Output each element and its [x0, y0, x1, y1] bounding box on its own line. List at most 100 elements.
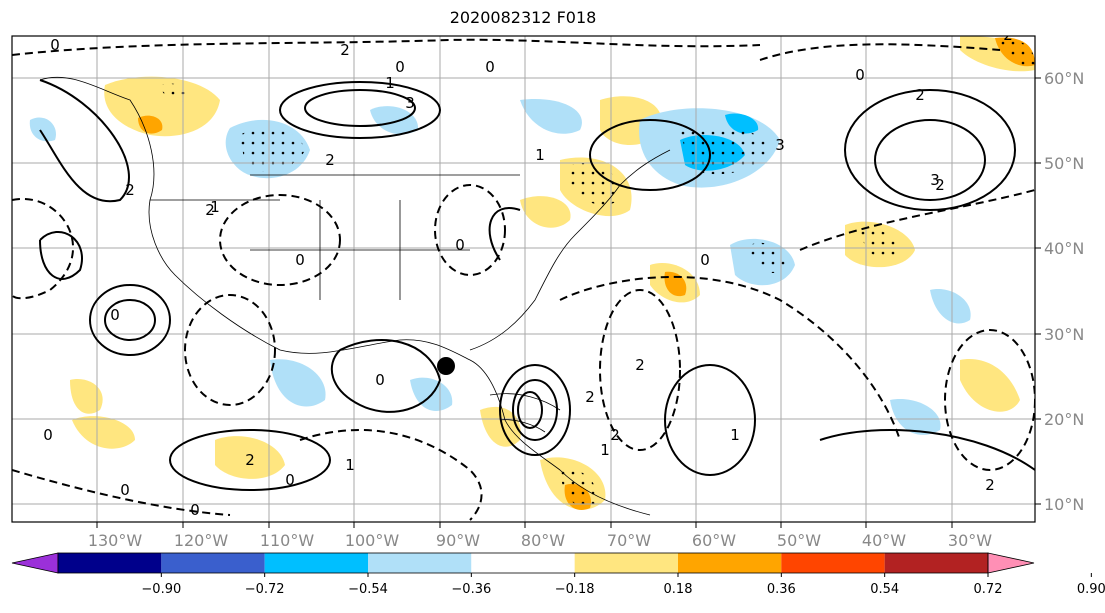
yellow-region — [104, 76, 220, 137]
contour-value-label: 2 — [125, 181, 135, 199]
lat-tick-label: 60°N — [1044, 69, 1084, 88]
contour-value-label: 0 — [43, 426, 53, 444]
contour-value-label: 0 — [295, 251, 305, 269]
colorbar-tick-label: −0.36 — [451, 582, 491, 597]
contour-high — [844, 89, 1016, 211]
colorbar-tick-label: −0.54 — [348, 582, 388, 597]
colorbar-segment — [264, 553, 368, 573]
contour-value-label: 0 — [120, 481, 130, 499]
coastlines — [39, 76, 671, 516]
lon-tick-label: 90°W — [436, 531, 480, 550]
map-title: 2020082312 F018 — [449, 8, 597, 27]
blue-region — [890, 399, 941, 435]
contour-value-label: 2 — [340, 41, 350, 59]
lat-tick-label: 10°N — [1044, 495, 1084, 514]
plot-frame — [11, 35, 1036, 523]
lon-tick-label: 100°W — [345, 531, 400, 550]
contour-high — [169, 429, 331, 491]
contour-value-label: 1 — [600, 441, 610, 459]
contour-high — [819, 429, 1035, 471]
contour-lines — [39, 79, 1035, 491]
yellow-region — [70, 379, 103, 414]
lon-tick-label: 70°W — [607, 531, 651, 550]
colorbar-under-triangle — [11, 552, 59, 574]
contour-value-label: 0 — [190, 501, 200, 519]
contour-high — [330, 339, 442, 413]
contour-value-label: 2 — [985, 476, 995, 494]
contour-high — [512, 379, 558, 441]
contour-value-label: 0 — [375, 371, 385, 389]
contour-high — [499, 364, 571, 456]
colorbar-segment — [678, 553, 782, 573]
contour-value-label: 2 — [915, 86, 925, 104]
lon-tick-label: 120°W — [174, 531, 229, 550]
yellow-region — [960, 359, 1020, 412]
colorbar-segment — [781, 553, 885, 573]
contour-high — [517, 391, 543, 429]
contour-value-label: 0 — [455, 236, 465, 254]
contour-value-label: 3 — [405, 94, 415, 112]
contour-low — [559, 275, 901, 441]
colorbar-tick-label: 0.36 — [767, 582, 796, 597]
gridlines — [12, 36, 1035, 522]
colorbar-tick-label: 0.18 — [664, 582, 693, 597]
contour-low — [219, 194, 341, 286]
contour-high — [664, 364, 756, 476]
contour-low — [944, 329, 1035, 471]
colorbar-tick-label: −0.18 — [555, 582, 595, 597]
contour-value-label: 2 — [1003, 26, 1013, 44]
contour-high — [279, 81, 441, 139]
contour-value-label: 1 — [535, 146, 545, 164]
contour-low — [759, 43, 1001, 61]
contour-high — [874, 119, 986, 201]
yellow-region — [480, 406, 521, 447]
blue-region — [29, 117, 56, 142]
lat-tick-label: 50°N — [1044, 154, 1084, 173]
contour-low — [184, 294, 276, 406]
storm-center-marker — [437, 357, 455, 375]
contour-value-label: 3 — [930, 171, 940, 189]
contour-value-label: 0 — [700, 251, 710, 269]
contour-value-label: 3 — [775, 136, 785, 154]
contour-value-label: 2 — [325, 151, 335, 169]
colorbar-segment — [574, 553, 678, 573]
contour-value-label: 0 — [50, 36, 60, 54]
contour-low — [12, 38, 761, 56]
colorbar-segment — [58, 553, 162, 573]
contour-value-label: 2 — [935, 176, 945, 194]
contour-value-label: 1 — [345, 456, 355, 474]
yellow-region — [520, 196, 571, 228]
colorbar: −0.90 −0.72 −0.54 −0.36 −0.18 0.18 0.36 0.54 0.7… — [11, 552, 1105, 597]
contour-high — [589, 119, 711, 191]
blue-region — [370, 106, 419, 135]
contour-value-label: 2 — [610, 426, 620, 444]
colorbar-frame — [57, 552, 989, 574]
colorbar-over-triangle — [987, 552, 1035, 574]
contour-value-label: 2 — [245, 451, 255, 469]
contour-value-label: 1 — [385, 74, 395, 92]
contour-high — [39, 79, 130, 203]
contour-high — [89, 284, 171, 356]
longitude-axis: 130°W 120°W 110°W 100°W 90°W 80°W 70°W 60°W 50°W… — [88, 522, 992, 550]
contour-value-label: 2 — [585, 388, 595, 406]
contour-lines-dashed — [12, 38, 1035, 521]
contour-low — [599, 289, 681, 451]
orange-region — [138, 115, 163, 134]
colorbar-tick-label: 0.54 — [870, 582, 899, 597]
contour-value-label: 0 — [485, 58, 495, 76]
lon-tick-label: 130°W — [88, 531, 143, 550]
latitude-axis: 60°N 50°N 40°N 30°N 20°N 10°N — [1035, 69, 1084, 514]
colorbar-tick-label: 0.90 — [1077, 582, 1105, 597]
lon-tick-label: 50°W — [777, 531, 821, 550]
lat-tick-label: 20°N — [1044, 410, 1084, 429]
lon-tick-label: 110°W — [260, 531, 315, 550]
lat-tick-label: 40°N — [1044, 239, 1084, 258]
colorbar-tick-label: −0.72 — [245, 582, 285, 597]
contour-value-label: 0 — [285, 471, 295, 489]
contour-low — [12, 197, 74, 300]
colorbar-tick-label: −0.90 — [141, 582, 181, 597]
contour-high — [104, 299, 156, 341]
blue-region — [270, 359, 326, 407]
